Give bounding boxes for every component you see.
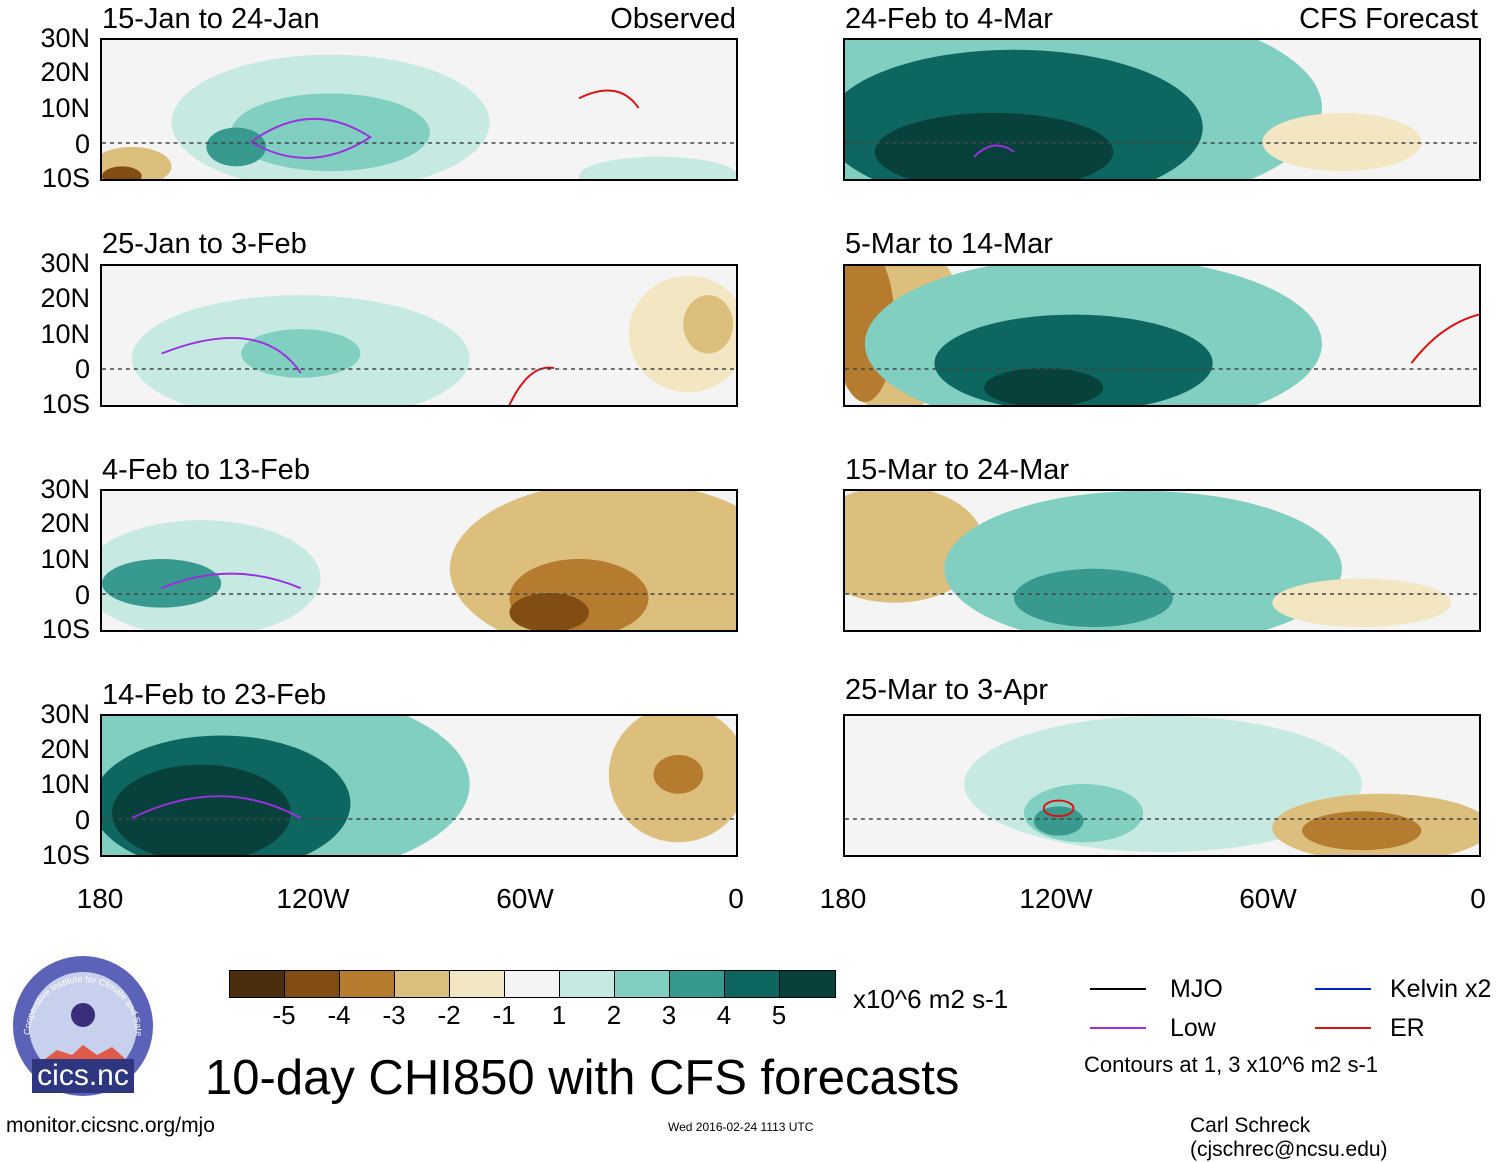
map-graphic — [845, 266, 1479, 405]
panel-left-1-label: Observed — [610, 3, 736, 35]
panel-right-1-title: 24-Feb to 4-Mar — [845, 3, 1053, 35]
panel-left-4-title: 14-Feb to 23-Feb — [102, 679, 327, 711]
map-graphic — [845, 491, 1479, 630]
cics-logo: Cooperative Institute for Climate and Sa… — [9, 947, 154, 1097]
colorbar-cell — [670, 971, 725, 997]
colorbar-cell — [615, 971, 670, 997]
panel-left-2-title: 25-Jan to 3-Feb — [102, 228, 307, 260]
map-graphic — [845, 716, 1479, 855]
map-panel-right-2 — [843, 264, 1481, 407]
panel-left-1-title: 15-Jan to 24-Jan — [102, 3, 320, 35]
map-panel-left-1 — [100, 38, 738, 181]
legend-swatch-low — [1090, 1027, 1146, 1029]
legend-label-low: Low — [1170, 1014, 1216, 1042]
colorbar-cell — [395, 971, 450, 997]
colorbar-cell — [505, 971, 560, 997]
panel-right-4-title: 25-Mar to 3-Apr — [845, 674, 1049, 706]
colorbar-cell — [285, 971, 340, 997]
map-graphic — [102, 716, 736, 855]
panel-right-3-title: 15-Mar to 24-Mar — [845, 454, 1070, 486]
legend-label-kelvin: Kelvin x2 — [1390, 975, 1492, 1003]
legend-swatch-mjo — [1090, 988, 1146, 990]
map-panel-right-3 — [843, 489, 1481, 632]
legend-swatch-er — [1315, 1027, 1371, 1029]
logo-text: cics.nc — [37, 1059, 129, 1092]
map-panel-left-3 — [100, 489, 738, 632]
panel-left-3-title: 4-Feb to 13-Feb — [102, 454, 310, 486]
map-graphic — [102, 491, 736, 630]
colorbar-units: x10^6 m2 s-1 — [853, 984, 1009, 1014]
legend-label-mjo: MJO — [1170, 975, 1223, 1003]
legend-swatch-kelvin — [1315, 988, 1371, 990]
footer-credit: Carl Schreck (cjschrec@ncsu.edu) — [1190, 1114, 1388, 1161]
panel-right-2-title: 5-Mar to 14-Mar — [845, 228, 1053, 260]
colorbar-cell — [725, 971, 780, 997]
map-panel-right-4 — [843, 714, 1481, 857]
logo-circle-icon: Cooperative Institute for Climate and Sa… — [9, 947, 153, 1096]
figure-title: 10-day CHI850 with CFS forecasts — [205, 1051, 960, 1105]
footer-url: monitor.cicsnc.org/mjo — [6, 1114, 215, 1137]
panel-right-1-label: CFS Forecast — [1299, 3, 1478, 35]
colorbar-cell — [340, 971, 395, 997]
map-graphic — [102, 275, 736, 405]
colorbar — [229, 970, 836, 998]
colorbar-cell — [230, 971, 285, 997]
legend-label-er: ER — [1390, 1014, 1425, 1042]
colorbar-cell — [560, 971, 615, 997]
contours-note: Contours at 1, 3 x10^6 m2 s-1 — [1084, 1052, 1379, 1077]
map-graphic — [845, 40, 1479, 179]
map-panel-right-1 — [843, 38, 1481, 181]
map-graphic — [102, 54, 736, 179]
footer-timestamp: Wed 2016-02-24 1113 UTC — [668, 1120, 814, 1134]
map-panel-left-4 — [100, 714, 738, 857]
map-panel-left-2 — [100, 264, 738, 407]
colorbar-cell — [450, 971, 505, 997]
colorbar-cell — [780, 971, 835, 997]
